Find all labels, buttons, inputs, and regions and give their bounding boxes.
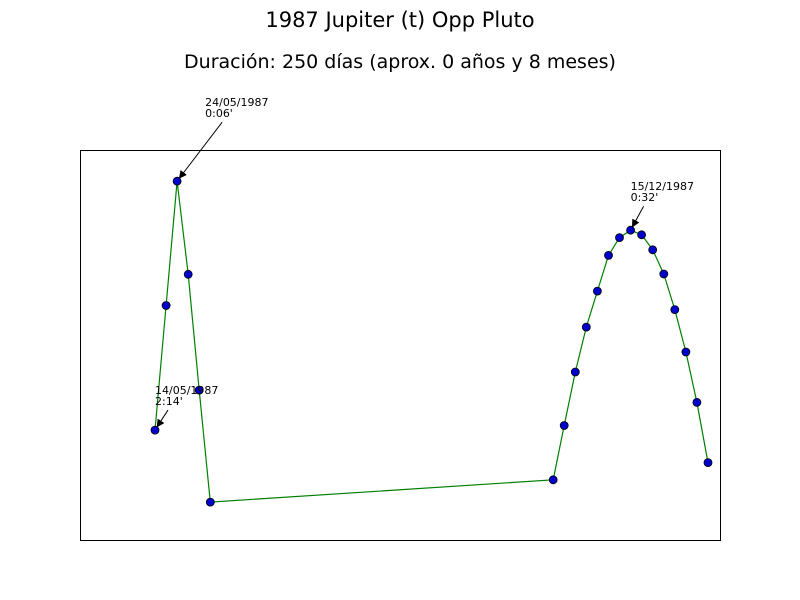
annotation-value: 0:06': [205, 107, 233, 120]
data-point: [183, 269, 193, 279]
data-point: [670, 305, 680, 315]
data-point: [194, 385, 204, 395]
data-point: [648, 245, 658, 255]
annotation-date: 14/05/1987: [155, 384, 218, 397]
annotation-value: 0:32': [631, 191, 659, 204]
annotation-arrow: [178, 121, 223, 179]
data-point: [681, 347, 691, 357]
annotation-arrow: [156, 409, 169, 428]
data-point: [161, 301, 171, 310]
data-point: [637, 230, 646, 240]
chart-subtitle: Duración: 250 días (aprox. 0 años y 8 me…: [184, 51, 616, 73]
data-point: [703, 458, 713, 468]
annotation-date: 15/12/1987: [631, 180, 694, 193]
data-point: [615, 233, 624, 243]
data-point: [205, 497, 215, 507]
plot-frame: [80, 150, 721, 541]
data-point: [570, 367, 580, 377]
data-point: [604, 250, 613, 260]
data-point: [626, 225, 635, 235]
annotation-date: 24/05/1987: [205, 96, 268, 109]
data-point: [548, 475, 558, 485]
data-point: [659, 269, 669, 279]
data-point: [593, 286, 602, 296]
data-point: [559, 421, 569, 430]
annotation-arrow: [632, 205, 645, 228]
data-point: [150, 425, 160, 435]
data-point: [172, 176, 182, 186]
series-markers: [150, 176, 713, 507]
annotation-value: 2:14': [155, 395, 183, 408]
chart-title: 1987 Jupiter (t) Opp Pluto: [265, 8, 535, 32]
data-point: [692, 397, 702, 407]
data-point: [581, 322, 591, 332]
series-line: [154, 181, 709, 503]
